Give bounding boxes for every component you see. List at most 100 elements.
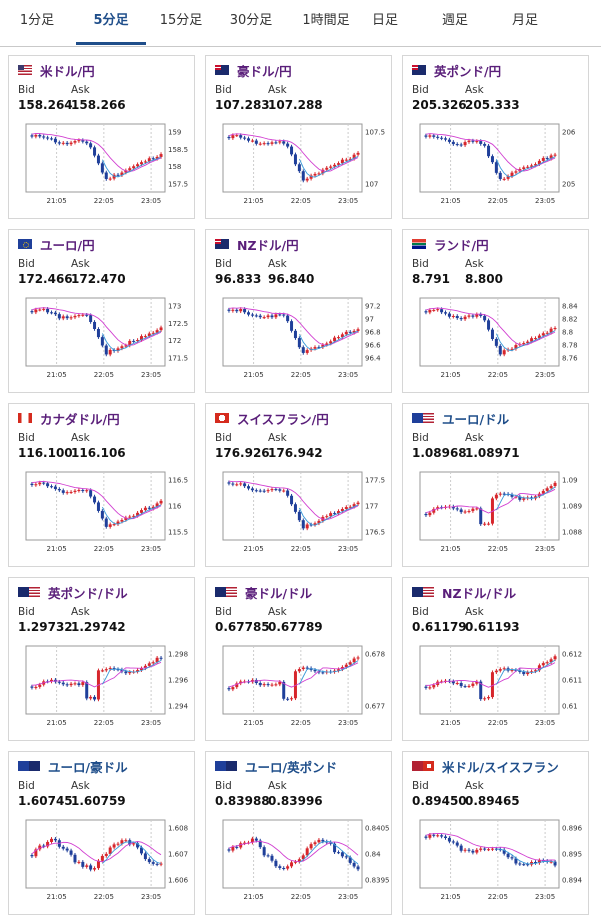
- candle-body: [537, 665, 541, 671]
- candle-body: [459, 682, 463, 687]
- chart-frame: [25, 645, 166, 715]
- currency-pair-link[interactable]: ランド/円: [434, 237, 489, 253]
- candle-body: [61, 316, 65, 319]
- candle-body: [336, 511, 340, 514]
- tab-5[interactable]: 1時間足: [302, 13, 350, 28]
- currency-pair-link[interactable]: 米ドル/スイスフラン: [442, 759, 559, 775]
- rate-card[interactable]: 英ポンド/円 Bid Ask 205.326 205.333 21:05 22:05 23:0…: [402, 55, 589, 219]
- currency-pair-link[interactable]: カナダドル/円: [40, 411, 120, 427]
- y-tick-label: 177.5: [365, 477, 385, 485]
- ask-label: Ask: [71, 84, 90, 96]
- rate-card[interactable]: 米ドル/円 Bid Ask 158.264 158.266 21:05 22:05 23:05…: [8, 55, 195, 219]
- y-tick-label: 176.5: [365, 529, 385, 537]
- currency-pair-link[interactable]: ユーロ/豪ドル: [48, 759, 128, 775]
- y-tick-label: 159: [168, 129, 181, 137]
- ask-value: 1.60759: [71, 794, 126, 808]
- currency-pair-link[interactable]: 英ポンド/ドル: [48, 585, 128, 601]
- tab-2[interactable]: 5分足: [76, 0, 146, 45]
- card-header: ユーロ/豪ドル: [18, 758, 128, 775]
- x-tick-label: 22:05: [94, 371, 114, 379]
- ch-flag-icon: [215, 413, 229, 423]
- rate-card[interactable]: ユーロ/円 Bid Ask 172.466 172.470 21:05 22:05 23:05…: [8, 229, 195, 393]
- tab-6[interactable]: 日足: [371, 13, 398, 28]
- candle-body: [526, 166, 530, 168]
- candle-body: [266, 684, 270, 686]
- bid-value: 96.833: [215, 272, 262, 286]
- candle-body: [305, 178, 309, 181]
- candle-body: [483, 848, 487, 850]
- candle-body: [104, 518, 108, 527]
- candle-body: [436, 507, 440, 509]
- rate-card[interactable]: ユーロ/英ポンド Bid Ask 0.83988 0.83996 21:05 22:05 23…: [205, 751, 392, 915]
- y-tick-label: 0.84: [365, 851, 381, 859]
- candle-body: [270, 489, 274, 491]
- price-chart: 21:05 22:05 23:05 8.84 8.82 8.8 8.78 8.76: [419, 297, 578, 379]
- candle-body: [424, 686, 428, 688]
- candle-body: [305, 667, 309, 669]
- candle-body: [444, 312, 448, 314]
- rate-card[interactable]: 米ドル/スイスフラン Bid Ask 0.89450 0.89465 21:05 22:05…: [402, 751, 589, 915]
- candle-body: [266, 315, 270, 318]
- candle-body: [325, 167, 329, 170]
- candle-body: [483, 698, 487, 700]
- tab-1[interactable]: 1分足: [19, 13, 55, 28]
- candle-body: [533, 338, 537, 340]
- candle-body: [549, 328, 553, 333]
- card-header: NZドル/円: [215, 236, 299, 253]
- rate-card[interactable]: NZドル/円 Bid Ask 96.833 96.840 21:05 22:05 23:05 9…: [205, 229, 392, 393]
- tab-8[interactable]: 月足: [511, 13, 538, 28]
- candle-body: [73, 490, 77, 492]
- candle-body: [57, 681, 61, 683]
- candle-body: [490, 329, 494, 339]
- candle-body: [254, 315, 258, 317]
- y-tick-label: 1.608: [168, 825, 188, 833]
- currency-pair-link[interactable]: 豪ドル/円: [237, 63, 292, 79]
- rate-card[interactable]: ランド/円 Bid Ask 8.791 8.800 21:05 22:05 23:05 8.84…: [402, 229, 589, 393]
- currency-pair-link[interactable]: NZドル/円: [237, 237, 299, 253]
- currency-pair-link[interactable]: ユーロ/英ポンド: [245, 759, 338, 775]
- currency-pair-link[interactable]: スイスフラン/円: [237, 411, 329, 427]
- rate-card[interactable]: ユーロ/ドル Bid Ask 1.08968 1.08971 21:05 22:05 23:0…: [402, 403, 589, 567]
- candle-body: [447, 837, 451, 842]
- candle-body: [301, 520, 305, 529]
- x-tick-label: 23:05: [535, 893, 555, 901]
- candle-body: [231, 483, 235, 485]
- candle-body: [38, 845, 42, 850]
- moving-average-short: [495, 156, 556, 178]
- candle-body: [34, 484, 38, 486]
- candle-body: [81, 861, 85, 867]
- rate-card[interactable]: 豪ドル/円 Bid Ask 107.283 107.288 21:05 22:05 23:05…: [205, 55, 392, 219]
- candle-body: [151, 662, 155, 664]
- currency-pair-link[interactable]: 豪ドル/ドル: [245, 585, 313, 601]
- price-chart: 21:05 22:05 23:05 97.2 97 96.8 96.6 96.4: [222, 297, 381, 379]
- candle-body: [451, 141, 455, 145]
- y-tick-label: 1.606: [168, 877, 189, 885]
- bid-label: Bid: [18, 258, 35, 270]
- rate-card[interactable]: カナダドル/円 Bid Ask 116.100 116.106 21:05 22:05 23:…: [8, 403, 195, 567]
- rate-card[interactable]: 豪ドル/ドル Bid Ask 0.67785 0.67789 21:05 22:05 23:0…: [205, 577, 392, 741]
- candle-body: [155, 657, 159, 663]
- rate-card[interactable]: ユーロ/豪ドル Bid Ask 1.60745 1.60759 21:05 22:05 23:…: [8, 751, 195, 915]
- currency-pair-link[interactable]: 英ポンド/円: [434, 63, 502, 79]
- rate-card[interactable]: 英ポンド/ドル Bid Ask 1.29732 1.29742 21:05 22:05 23:…: [8, 577, 195, 741]
- rate-card[interactable]: スイスフラン/円 Bid Ask 176.926 176.942 21:05 22:05 23…: [205, 403, 392, 567]
- candle-body: [455, 144, 459, 146]
- currency-pair-link[interactable]: NZドル/ドル: [442, 585, 517, 601]
- rate-card[interactable]: NZドル/ドル Bid Ask 0.61179 0.61193 21:05 22:05 23:…: [402, 577, 589, 741]
- currency-pair-link[interactable]: ユーロ/ドル: [442, 411, 510, 427]
- candle-body: [459, 144, 463, 146]
- candle-body: [46, 308, 50, 313]
- tab-3[interactable]: 15分足: [159, 13, 203, 28]
- candle-body: [451, 506, 455, 509]
- tab-4[interactable]: 30分足: [229, 13, 273, 28]
- candle-body: [108, 668, 112, 670]
- y-tick-label: 96.6: [365, 342, 381, 350]
- candle-body: [549, 659, 553, 663]
- tab-7[interactable]: 週足: [441, 13, 468, 28]
- currency-pair-link[interactable]: ユーロ/円: [40, 237, 95, 253]
- candle-body: [329, 341, 333, 344]
- candle-body: [514, 669, 518, 671]
- currency-pair-link[interactable]: 米ドル/円: [40, 63, 95, 79]
- candle-body: [348, 662, 352, 665]
- candle-body: [239, 843, 243, 848]
